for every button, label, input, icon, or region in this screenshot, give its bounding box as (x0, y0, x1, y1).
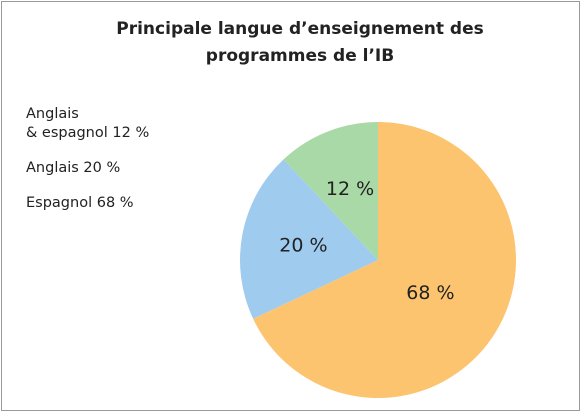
data-label: 68 % (406, 282, 454, 304)
legend-entry: Anglais & espagnol 12 % (26, 105, 149, 143)
legend-label: Anglais & espagnol (26, 106, 108, 141)
pie-slice (253, 122, 517, 398)
pie-slice (283, 122, 378, 260)
legend-entry: Anglais 20 % (26, 159, 149, 178)
pie-slice (240, 159, 378, 319)
data-label: 20 % (279, 234, 327, 256)
legend-value: 68 % (96, 195, 134, 211)
legend-label: Espagnol (26, 195, 93, 211)
legend-label: Anglais (26, 160, 79, 176)
legend-value: 20 % (83, 160, 121, 176)
legend: Anglais & espagnol 12 % Anglais 20 % Espag… (26, 105, 149, 229)
legend-value: 12 % (112, 125, 150, 141)
data-label: 12 % (326, 178, 374, 200)
chart-title: Principale langue d’enseignement des pro… (116, 19, 484, 66)
legend-entry: Espagnol 68 % (26, 194, 149, 213)
